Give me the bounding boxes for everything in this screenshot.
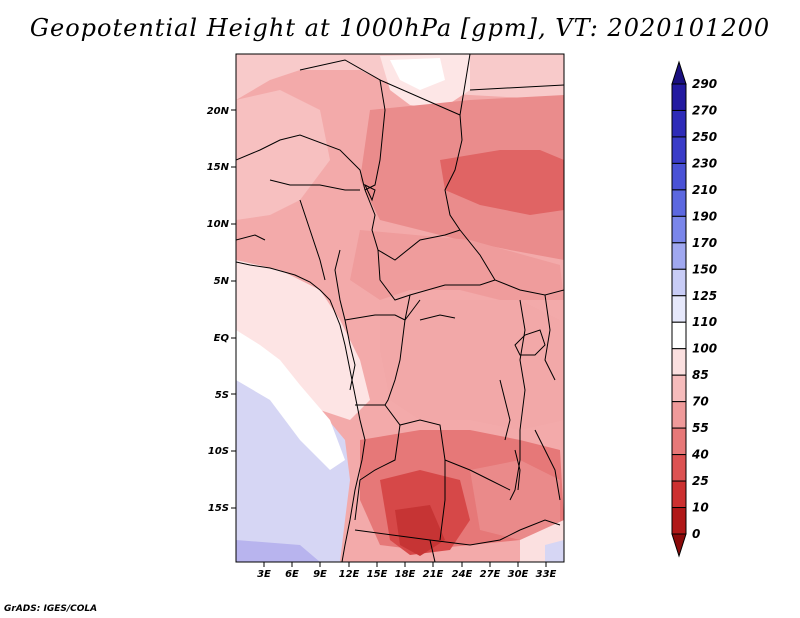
lon-label: 27E [480, 569, 501, 580]
lat-label: 5S [215, 390, 229, 401]
grads-credit: GrADS: IGES/COLA [4, 604, 98, 614]
colorbar-box [671, 242, 687, 270]
longitude-axis: 3E 6E 9E 12E 15E 18E 21E 24E 27E 30E 33E [257, 562, 557, 580]
colorbar-box [671, 348, 687, 376]
lon-label: 9E [313, 569, 327, 580]
lon-label: 33E [536, 569, 557, 580]
latitude-axis: 20N 15N 10N 5N EQ 5S 10S 15S [207, 106, 236, 514]
colorbar-top-triangle [671, 60, 687, 85]
map-frame [235, 53, 565, 563]
colorbar-label: 100 [692, 342, 717, 356]
lon-label: 18E [395, 569, 416, 580]
colorbar-label: 250 [692, 130, 717, 144]
colorbar-box [671, 507, 687, 535]
colorbar-label: 290 [692, 77, 717, 91]
lon-label: 24E [452, 569, 473, 580]
lon-label: 6E [285, 569, 299, 580]
colorbar-box [671, 374, 687, 403]
colorbar-box [671, 268, 687, 297]
colorbar-label: 55 [692, 421, 709, 435]
colorbar-box [671, 321, 687, 350]
lat-label: 5N [214, 276, 230, 287]
colorbar-label: 25 [692, 474, 709, 488]
colorbar-box [671, 401, 687, 429]
lat-label: 10N [207, 219, 230, 230]
lat-label: 15S [208, 503, 229, 514]
colorbar-label: 85 [692, 368, 709, 382]
colorbar-label: 40 [691, 448, 709, 462]
colorbar-label: 170 [692, 236, 717, 250]
colorbar-label: 150 [692, 262, 717, 276]
lakes [363, 183, 546, 491]
colorbar-box [671, 480, 687, 509]
colorbar-box [671, 427, 687, 456]
colorbar-box [671, 83, 687, 111]
colorbar-label: 270 [692, 103, 717, 117]
colorbar: 2902702502302101901701501251101008570554… [671, 60, 717, 558]
colorbar-box [671, 109, 687, 138]
colorbar-label: 230 [692, 156, 717, 170]
colorbar-bottom-triangle [671, 533, 687, 558]
lat-label: 20N [207, 106, 230, 117]
colorbar-box [671, 295, 687, 323]
lon-label: 30E [508, 569, 529, 580]
colorbar-box [671, 454, 687, 482]
colorbar-box [671, 136, 687, 164]
colorbar-label: 0 [692, 527, 700, 541]
lon-label: 3E [257, 569, 271, 580]
map-field [236, 54, 564, 562]
colorbar-label: 190 [692, 209, 717, 223]
lat-label: 10S [208, 446, 229, 457]
coastline [236, 261, 366, 562]
colorbar-label: 70 [692, 395, 709, 409]
country-borders [236, 54, 564, 562]
map-title: Geopotential Height at 1000hPa [gpm], VT… [29, 14, 771, 42]
colorbar-label: 10 [692, 501, 709, 515]
lat-label: 15N [207, 162, 230, 173]
lon-label: 12E [339, 569, 360, 580]
colorbar-label: 110 [692, 315, 717, 329]
colorbar-box [671, 189, 687, 217]
colorbar-label: 125 [692, 289, 717, 303]
lon-label: 15E [367, 569, 388, 580]
lon-label: 21E [423, 569, 444, 580]
colorbar-label: 210 [692, 183, 717, 197]
colorbar-box [671, 162, 687, 191]
colorbar-box [671, 215, 687, 244]
lat-label: EQ [214, 333, 230, 344]
